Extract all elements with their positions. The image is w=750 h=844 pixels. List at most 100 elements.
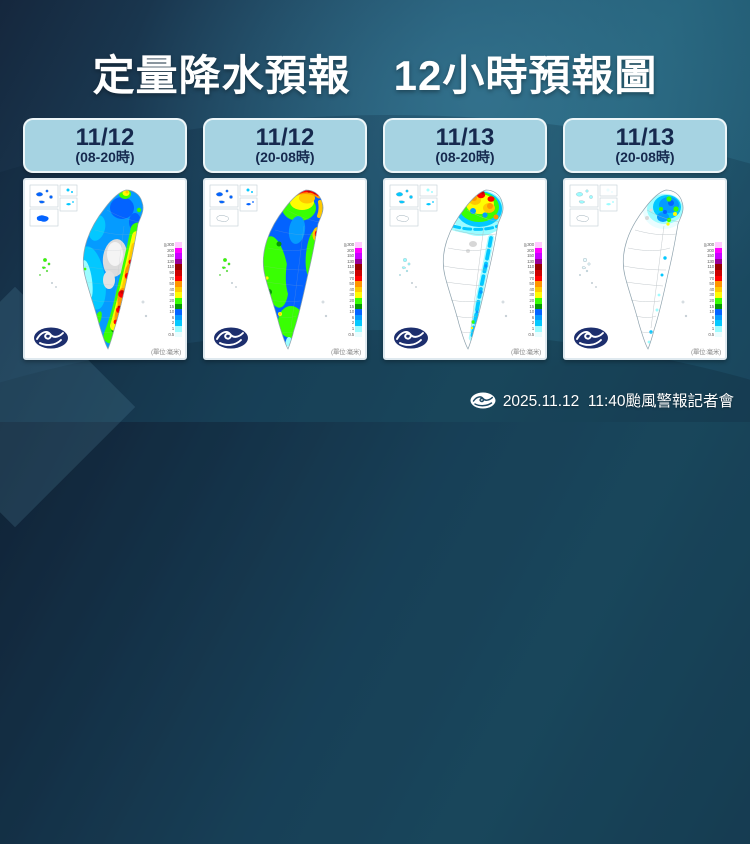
legend-swatch: [535, 297, 542, 304]
legend-value: 110: [347, 264, 354, 270]
legend-row: 50: [698, 281, 722, 287]
legend-swatch: [175, 253, 182, 259]
forecast-panel-1113-day: 11/13 (08-20時): [383, 118, 547, 360]
legend-swatch: [535, 325, 542, 332]
legend-row: 110: [338, 264, 362, 270]
precip-map-1112-night: [209, 184, 328, 350]
legend-swatch: [175, 325, 182, 332]
legend-swatch: [175, 281, 182, 287]
panel-date: 11/12: [255, 124, 315, 152]
legend-value: 40: [709, 286, 714, 292]
legend-value: 1: [531, 325, 535, 331]
legend-row: 2: [338, 320, 362, 326]
footer-credit-bar: 2025.11.12 11:40颱風警報記者會: [470, 388, 734, 412]
legend-swatch: [535, 247, 542, 254]
legend-value: 200: [707, 247, 714, 253]
legend-swatch: [175, 309, 182, 315]
legend-value: 50: [349, 281, 354, 287]
legend-swatch: [175, 314, 182, 321]
legend-row: 40: [698, 286, 722, 293]
legend-row: 200: [518, 247, 542, 254]
map-box: ≧300 200 150 130 110 90 70 50 40 30 20 15 10 6 2 1 0.5 (…: [563, 178, 727, 360]
legend-row: 6: [158, 314, 182, 321]
legend-row: 200: [158, 247, 182, 254]
legend-value: ≧300: [163, 242, 175, 247]
legend-row: 10: [518, 309, 542, 315]
legend-row: 130: [158, 258, 182, 265]
legend-value: 90: [709, 269, 714, 275]
legend-row: 20: [338, 297, 362, 304]
legend-value: 0.5: [708, 331, 714, 337]
rainfall-legend: ≧300 200 150 130 110 90 70 50 40 30 20 15 10 6 2 1 0.5: [518, 242, 542, 338]
panel-time-range: (08-20時): [435, 149, 495, 166]
legend-row: 70: [698, 275, 722, 282]
legend-value: 0.5: [528, 331, 534, 337]
panel-header: 11/13 (08-20時): [383, 118, 547, 173]
legend-value: 20: [349, 297, 354, 303]
legend-swatch: [535, 303, 542, 310]
cwa-logo: [393, 326, 429, 350]
legend-value: 6: [351, 314, 355, 320]
legend-swatch: [355, 286, 362, 293]
legend-value: 150: [527, 253, 534, 259]
legend-swatch: [355, 303, 362, 310]
legend-swatch: [535, 275, 542, 282]
legend-value: 10: [529, 309, 534, 315]
legend-value: 130: [527, 258, 534, 264]
legend-swatch: [535, 269, 542, 276]
legend-swatch: [715, 242, 722, 248]
legend-swatch: [715, 309, 722, 315]
rainfall-legend: ≧300 200 150 130 110 90 70 50 40 30 20 15 10 6 2 1 0.5: [338, 242, 362, 338]
legend-swatch: [535, 286, 542, 293]
legend-value: 2: [531, 320, 535, 326]
cwa-logo: [213, 326, 249, 350]
legend-value: ≧300: [703, 242, 715, 247]
forecast-panel-1113-night: 11/13 (20-08時): [563, 118, 727, 360]
legend-swatch: [715, 258, 722, 265]
legend-value: 1: [711, 325, 715, 331]
legend-swatch: [355, 253, 362, 259]
page-title: 定量降水預報 12小時預報圖: [92, 52, 658, 99]
legend-row: 30: [698, 292, 722, 298]
legend-value: 50: [529, 281, 534, 287]
legend-value: 70: [349, 275, 354, 281]
legend-value: 15: [169, 303, 174, 309]
legend-row: 30: [158, 292, 182, 298]
legend-row: 1: [338, 325, 362, 332]
legend-swatch: [715, 275, 722, 282]
legend-swatch: [715, 247, 722, 254]
legend-swatch: [355, 258, 362, 265]
legend-row: ≧300: [158, 242, 182, 248]
legend-row: 0.5: [518, 331, 542, 338]
precip-map-1113-day: [389, 184, 508, 350]
panel-time-range: (20-08時): [255, 149, 315, 166]
legend-swatch: [175, 242, 182, 248]
legend-swatch: [355, 275, 362, 282]
legend-value: 200: [347, 247, 354, 253]
legend-row: 0.5: [158, 331, 182, 338]
legend-value: 0.5: [168, 331, 174, 337]
legend-value: 30: [529, 292, 534, 298]
legend-row: 10: [338, 309, 362, 315]
legend-swatch: [355, 325, 362, 332]
legend-value: 130: [707, 258, 714, 264]
legend-unit-label: (單位:毫米): [330, 349, 361, 356]
legend-unit-label: (單位:毫米): [150, 349, 181, 356]
legend-swatch: [715, 264, 722, 270]
legend-row: 150: [338, 253, 362, 259]
legend-value: 40: [349, 286, 354, 292]
legend-row: 110: [518, 264, 542, 270]
legend-row: 90: [338, 269, 362, 276]
legend-row: 0.5: [338, 331, 362, 338]
legend-row: 0.5: [698, 331, 722, 338]
legend-swatch: [175, 258, 182, 265]
legend-row: 30: [338, 292, 362, 298]
map-box: ≧300 200 150 130 110 90 70 50 40 30 20 15 10 6 2 1 0.5 (…: [383, 178, 547, 360]
legend-value: 150: [707, 253, 714, 259]
legend-swatch: [355, 247, 362, 254]
legend-row: 130: [338, 258, 362, 265]
legend-swatch: [715, 292, 722, 298]
legend-value: 20: [169, 297, 174, 303]
legend-swatch: [355, 269, 362, 276]
legend-row: 15: [338, 303, 362, 310]
